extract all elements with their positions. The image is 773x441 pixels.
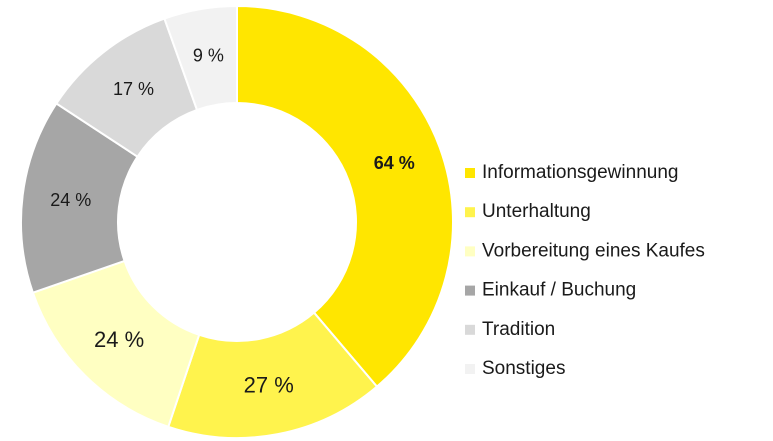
donut-slice [236, 4, 454, 388]
data-label: 9 % [193, 46, 224, 66]
legend-label: Sonstiges [482, 358, 565, 379]
legend-label: Tradition [482, 319, 555, 340]
legend-label: Unterhaltung [482, 201, 591, 222]
legend-swatch [465, 285, 475, 296]
legend-swatch [465, 207, 475, 218]
legend-swatch [465, 246, 475, 257]
legend-label: Vorbereitung eines Kaufes [482, 240, 705, 261]
legend-swatch [465, 324, 475, 335]
donut-slice [31, 259, 201, 429]
donut-slice [20, 102, 139, 294]
data-label: 24 % [94, 327, 144, 352]
legend-label: Einkauf / Buchung [482, 280, 636, 301]
donut-slice [167, 311, 379, 439]
legend-label: Informationsgewinnung [482, 162, 678, 183]
data-label: 27 % [244, 372, 294, 397]
data-label: 24 % [50, 190, 91, 210]
data-label: 64 % [374, 153, 415, 173]
legend-swatch [465, 168, 475, 178]
legend-swatch [465, 364, 475, 374]
donut-slice [163, 4, 238, 112]
data-label: 17 % [113, 79, 154, 99]
